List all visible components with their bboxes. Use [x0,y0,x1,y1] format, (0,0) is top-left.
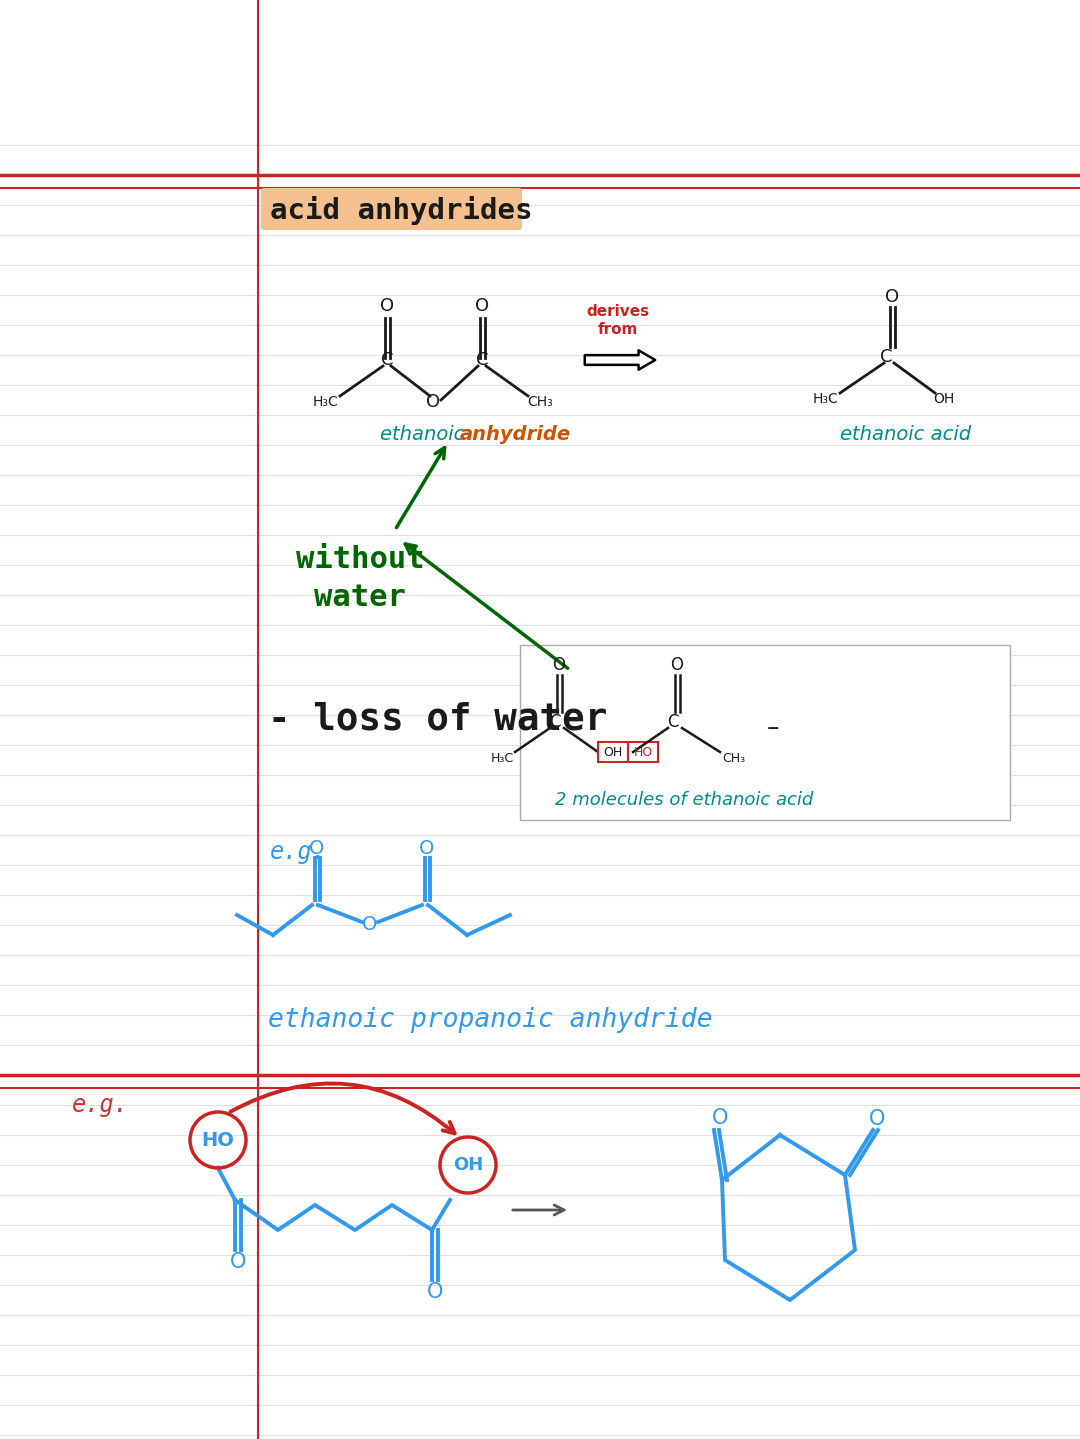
Text: C: C [667,712,678,731]
Text: ethanoic propanoic anhydride: ethanoic propanoic anhydride [268,1007,713,1033]
Text: O: O [230,1252,246,1272]
Text: ethanoic acid: ethanoic acid [840,426,971,445]
Text: O: O [712,1108,728,1128]
Text: O: O [380,296,394,315]
Text: O: O [475,296,489,315]
Bar [519,645,1010,820]
Text: C: C [476,351,488,368]
Text: derives: derives [586,305,649,319]
Text: C: C [880,348,892,366]
Text: HO: HO [633,745,652,758]
Text: HO: HO [202,1131,234,1150]
FancyArrowPatch shape [230,1084,455,1134]
Text: O: O [553,656,566,673]
Text: C: C [550,712,561,731]
Text: O: O [419,839,434,858]
Text: C: C [381,351,393,368]
Text: CH₃: CH₃ [723,751,745,764]
Text: ethanoic: ethanoic [380,426,471,445]
Text: O: O [427,1282,443,1302]
Text: –: – [767,717,780,740]
FancyArrowPatch shape [584,350,656,370]
Text: acid anhydrides: acid anhydrides [270,196,532,224]
Text: - loss of water: - loss of water [268,702,607,738]
Text: O: O [309,839,325,858]
Text: OH: OH [604,745,623,758]
Text: H₃C: H₃C [312,394,338,409]
Text: water: water [314,583,406,613]
Text: H₃C: H₃C [813,391,839,406]
Text: H₃C: H₃C [490,751,514,764]
Text: e.g.: e.g. [72,1094,129,1117]
Text: O: O [671,656,684,673]
Text: e.g.: e.g. [270,840,327,863]
Text: without: without [296,545,424,574]
Text: from: from [598,322,638,338]
Text: O: O [362,915,378,934]
Text: O: O [426,393,440,412]
Text: CH₃: CH₃ [527,394,553,409]
Text: OH: OH [933,391,955,406]
FancyBboxPatch shape [261,189,522,230]
Text: 2 molecules of ethanoic acid: 2 molecules of ethanoic acid [555,791,813,809]
Bar [598,743,627,763]
Text: OH: OH [453,1156,483,1174]
Text: anhydride: anhydride [460,426,571,445]
Text: O: O [885,288,899,307]
Text: O: O [868,1109,886,1130]
Bar [627,743,658,763]
